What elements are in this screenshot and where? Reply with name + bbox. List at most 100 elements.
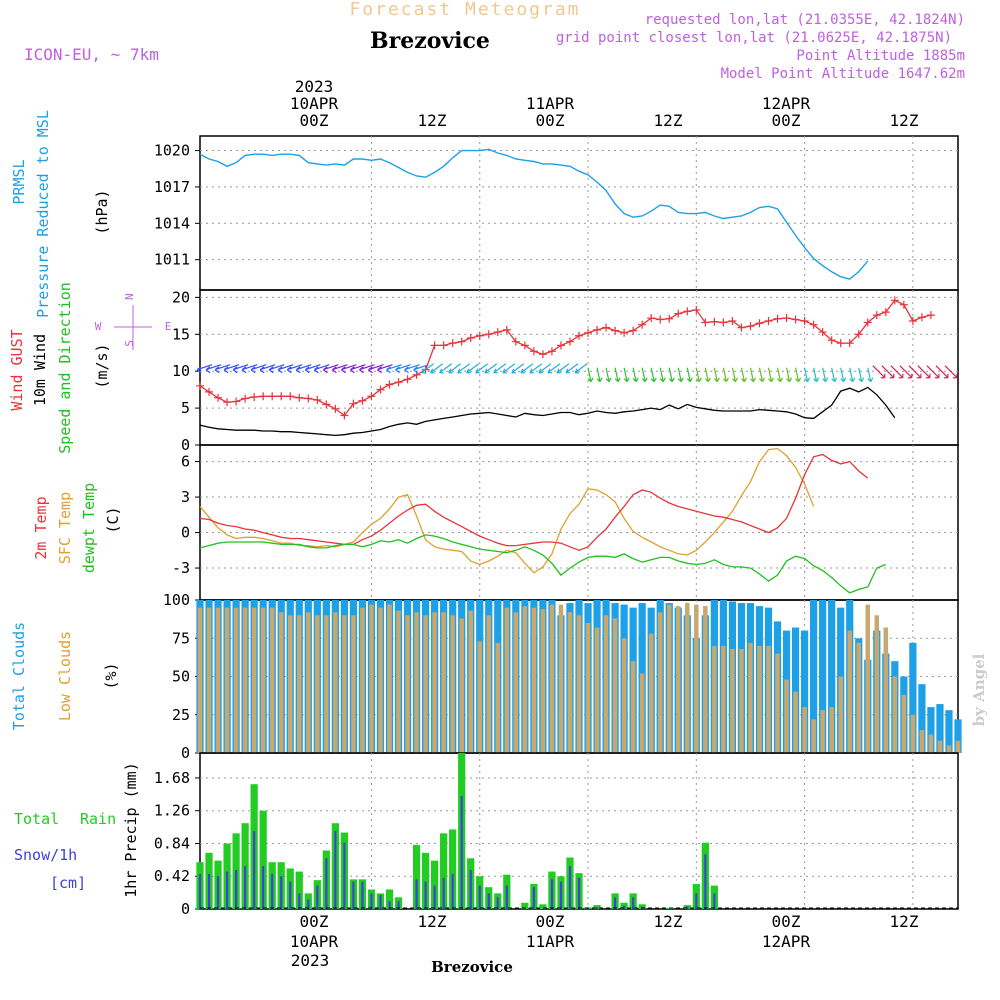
low-cloud-bar — [297, 615, 302, 753]
low-cloud-bar — [793, 691, 798, 753]
snow-bar — [433, 885, 436, 909]
wind-direction-arrow — [421, 363, 434, 374]
total-cloud-bar — [800, 630, 809, 753]
low-cloud-bar — [955, 740, 961, 753]
low-cloud-bar — [757, 645, 762, 753]
clouds-ytick-label: 0 — [181, 744, 190, 762]
low-cloud-bar — [748, 642, 753, 753]
bottom-date-1: 10APR — [290, 932, 339, 951]
gust-marker — [791, 315, 800, 324]
low-cloud-bar — [369, 604, 374, 753]
gust-marker — [268, 392, 277, 401]
wind-direction-arrow — [944, 365, 958, 379]
gust-marker — [575, 331, 583, 340]
gust-marker — [385, 380, 394, 389]
low-cloud-bar — [847, 630, 852, 753]
snow-bar — [623, 905, 626, 909]
credit-watermark: by Angel — [970, 653, 988, 726]
gust-marker — [719, 318, 728, 327]
gust-marker — [809, 320, 818, 329]
gust-marker — [836, 339, 845, 348]
footer-location: Brezovice — [431, 958, 513, 976]
gust-marker — [611, 326, 620, 335]
wind-direction-arrow — [529, 363, 543, 374]
gust-marker — [529, 347, 538, 356]
pressure-line — [199, 148, 869, 280]
wind-direction-arrow — [804, 367, 811, 383]
wind-direction-arrow — [430, 363, 443, 374]
snow-bar — [235, 870, 238, 909]
wind-ytick-label: 10 — [172, 362, 190, 380]
wind-direction-arrow — [722, 367, 729, 383]
wind-direction-arrow — [259, 364, 276, 374]
total-cloud-bar — [819, 600, 827, 753]
snow-bar — [505, 885, 508, 909]
wind-direction-arrow — [574, 363, 588, 374]
wind-label-dir: Speed and Direction — [56, 282, 74, 454]
gust-marker — [439, 341, 448, 350]
gust-marker — [214, 393, 223, 402]
wind-direction-arrow — [917, 365, 931, 379]
temp-label-2m: 2m Temp — [32, 496, 50, 559]
gust-marker — [376, 385, 385, 394]
low-cloud-bar — [946, 745, 952, 753]
sfc-temp-line — [199, 447, 815, 574]
bottom-tick-label: 12Z — [890, 912, 919, 931]
gust-marker — [340, 411, 349, 420]
gust-marker — [665, 314, 674, 323]
gust-marker — [863, 318, 872, 327]
low-cloud-bar — [287, 615, 293, 753]
wind-direction-arrow — [475, 363, 489, 374]
low-cloud-bar — [468, 610, 473, 753]
snow-bar — [460, 795, 463, 909]
top-year: 2023 — [295, 77, 334, 96]
low-cloud-bar — [567, 612, 573, 753]
snow-bar — [334, 831, 337, 909]
low-cloud-bar — [342, 615, 347, 753]
snow-bar — [577, 877, 581, 909]
precip-label-rain: Rain — [80, 810, 116, 828]
gust-marker — [358, 396, 367, 405]
low-cloud-bar — [676, 606, 681, 753]
snow-bar — [307, 899, 310, 909]
clouds-ytick-label: 50 — [172, 668, 190, 686]
rain-bar — [412, 845, 421, 909]
snow-bar — [262, 866, 265, 909]
temperature-labels: 2m Temp SFC Temp dewpt Temp (C) — [32, 483, 122, 573]
chart-title: Forecast Meteogram — [349, 0, 580, 20]
low-cloud-bar — [269, 607, 275, 753]
precip-label-cm: [cm] — [50, 874, 86, 892]
top-tick-label: 00Z — [536, 111, 565, 130]
wind-direction-arrow — [205, 364, 222, 374]
gust-marker — [728, 317, 737, 325]
gust-marker — [593, 325, 602, 334]
wind-direction-arrow — [223, 364, 240, 374]
gust-marker — [899, 300, 908, 309]
snow-bar — [586, 908, 590, 909]
gust-marker — [818, 328, 827, 337]
precip-label-total: Total — [14, 810, 59, 828]
rain-bar — [295, 871, 303, 909]
low-cloud-bar — [396, 610, 401, 753]
gust-marker — [367, 392, 376, 401]
wind-direction-arrow — [196, 364, 213, 374]
bottom-tick-label: 00Z — [300, 912, 329, 931]
gust-marker — [890, 296, 899, 305]
wind-direction-arrow — [881, 365, 895, 379]
low-cloud-bar — [865, 604, 871, 753]
low-cloud-bar — [351, 615, 356, 753]
low-cloud-bar — [360, 607, 365, 753]
wind-unit: (m/s) — [93, 343, 111, 388]
wind-direction-arrow — [565, 363, 579, 374]
pressure-ytick-label: 1014 — [154, 214, 190, 232]
total-cloud-bar — [918, 684, 926, 753]
low-cloud-bar — [432, 612, 437, 753]
wind-direction-arrow — [277, 364, 294, 374]
gust-marker — [520, 341, 529, 350]
low-cloud-bar — [450, 615, 455, 753]
wind-direction-arrow — [704, 367, 711, 383]
precip-ytick-label: 1.68 — [154, 769, 190, 787]
wind-direction-arrow — [858, 367, 865, 383]
bottom-tick-label: 00Z — [536, 912, 565, 931]
gust-marker — [295, 393, 304, 402]
